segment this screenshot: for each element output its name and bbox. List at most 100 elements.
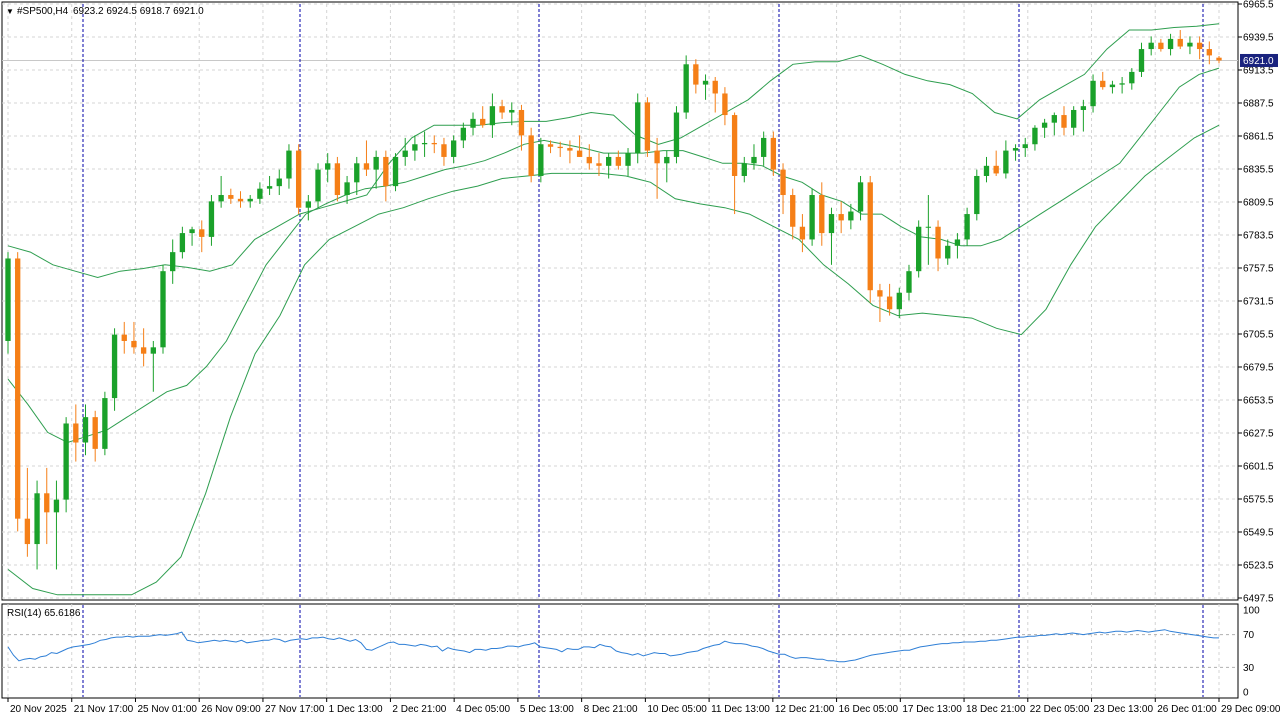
price-axis[interactable]: 6965.5 6939.5 6913.5 6887.5 6861.5 6835.5 6809… [1238,0,1274,605]
candle[interactable] [509,102,515,126]
candle[interactable] [964,207,970,246]
candle[interactable] [722,87,728,126]
candle[interactable] [790,188,796,240]
candle[interactable] [605,153,612,179]
dropdown-triangle-icon[interactable]: ▼ [6,7,14,16]
candle[interactable] [983,156,990,183]
candle[interactable] [1071,106,1077,136]
candle[interactable] [460,122,467,149]
candle[interactable] [373,150,379,189]
candle[interactable] [1196,36,1203,60]
candle[interactable] [257,182,263,204]
candle[interactable] [179,226,186,259]
candle[interactable] [392,153,399,192]
candle[interactable] [567,140,573,164]
candle[interactable] [412,135,418,161]
candle[interactable] [402,137,408,166]
candle[interactable] [935,220,941,272]
time-axis[interactable]: 20 Nov 2025 21 Nov 17:00 25 Nov 01:00 26 No… [7,698,1280,715]
candle[interactable] [470,112,476,136]
candle[interactable] [1051,112,1057,136]
candle[interactable] [1109,80,1116,94]
candle[interactable] [53,480,60,570]
candle[interactable] [557,141,563,157]
candle[interactable] [625,148,631,176]
candle[interactable] [1119,76,1125,94]
candle[interactable] [1061,106,1067,136]
candle[interactable] [305,195,311,221]
candle[interactable] [140,328,147,367]
candle[interactable] [1100,71,1106,90]
candle[interactable] [44,467,50,545]
candle[interactable] [664,150,670,183]
candle[interactable] [218,175,224,208]
candle[interactable] [82,404,89,456]
candle[interactable] [877,283,883,322]
candle[interactable] [1138,42,1145,77]
candle[interactable] [538,137,544,183]
candle[interactable] [5,252,11,354]
candle[interactable] [751,144,757,170]
candle[interactable] [1158,38,1164,52]
candle[interactable] [848,203,854,230]
candle[interactable] [315,163,321,208]
candle[interactable] [702,74,709,100]
candle[interactable] [838,201,844,234]
candle[interactable] [993,150,999,176]
candle[interactable] [199,220,205,253]
candle[interactable] [945,239,951,265]
candle[interactable] [15,252,21,532]
candle[interactable] [121,321,127,354]
candle[interactable] [693,59,699,94]
candle[interactable] [576,135,583,157]
candle[interactable] [1080,99,1087,132]
candle[interactable] [712,76,718,113]
candle[interactable] [150,340,156,392]
candle[interactable] [731,112,738,215]
candle[interactable] [780,163,786,215]
candle[interactable] [441,137,447,166]
candle[interactable] [1003,140,1009,179]
candle[interactable] [1032,125,1038,151]
candle[interactable] [528,127,534,183]
candle[interactable] [1206,41,1212,65]
candle[interactable] [34,480,40,570]
candle[interactable] [857,175,864,221]
rsi-plot-area[interactable] [1,603,1239,699]
candle[interactable] [383,150,389,202]
candle[interactable] [286,144,292,189]
candle[interactable] [499,99,505,119]
candle[interactable] [111,328,118,411]
candle[interactable] [170,239,176,284]
candle[interactable] [160,264,166,354]
candle[interactable] [1177,30,1183,50]
candle[interactable] [586,144,592,170]
candle[interactable] [954,233,961,259]
candle[interactable] [102,391,108,456]
candle[interactable] [63,417,69,513]
candle[interactable] [189,226,195,246]
candle[interactable] [828,207,835,265]
candlesticks[interactable] [5,30,1222,570]
candle[interactable] [683,55,689,119]
candle[interactable] [344,175,350,204]
candle[interactable] [1041,118,1048,138]
candle[interactable] [228,188,234,204]
candle[interactable] [421,131,428,157]
candle[interactable] [673,106,680,164]
candle[interactable] [760,131,767,166]
candle[interactable] [925,195,932,265]
candle[interactable] [896,287,902,319]
candle[interactable] [431,135,437,154]
candle[interactable] [1187,36,1193,55]
candle[interactable] [450,135,457,164]
candle[interactable] [24,467,31,557]
candle[interactable] [741,156,747,183]
candle[interactable] [1129,68,1135,90]
candle[interactable] [1090,74,1096,113]
candle[interactable] [237,191,244,208]
candle[interactable] [518,104,525,151]
candle[interactable] [547,140,554,154]
candle[interactable] [809,188,815,246]
